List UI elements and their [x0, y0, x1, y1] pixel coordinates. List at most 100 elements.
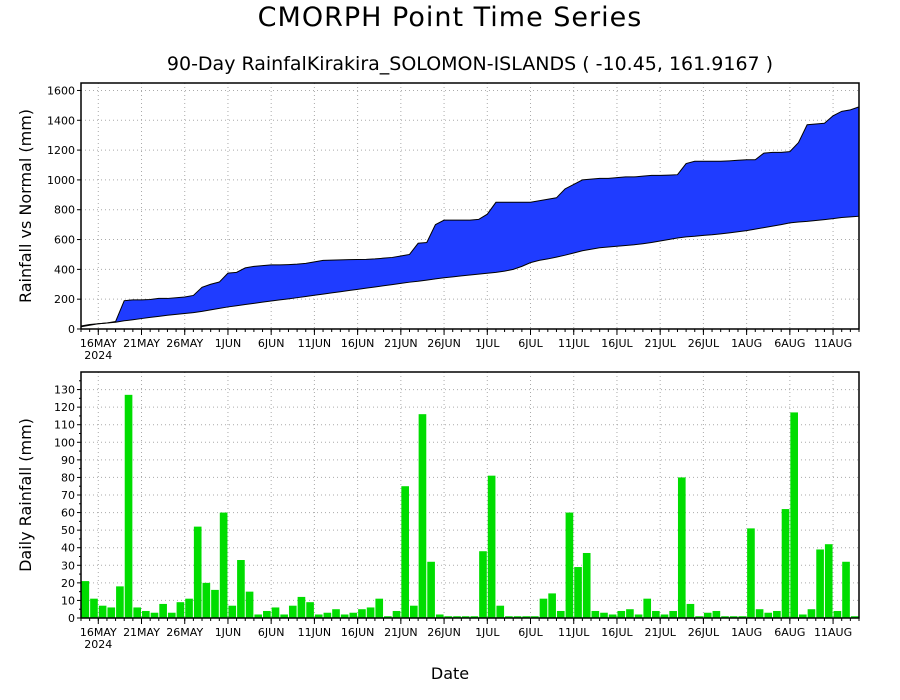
daily-rainfall-bar — [263, 610, 271, 618]
daily-rainfall-bar — [444, 616, 453, 618]
bottom-x-tick-label: 1JUL — [475, 626, 500, 639]
top-x-tick-label: 16JUL — [601, 337, 633, 350]
daily-rainfall-bar — [159, 603, 167, 618]
bottom-x-tick-label: 16JUL — [601, 626, 633, 639]
bottom-x-tick-label: 26JUN — [427, 626, 461, 639]
daily-rainfall-bar — [133, 607, 142, 618]
bottom-x-tick-label: 26JUL — [688, 626, 720, 639]
daily-rainfall-bar — [150, 612, 159, 618]
bottom-y-tick-label: 60 — [61, 507, 75, 520]
daily-rainfall-bar — [721, 616, 729, 618]
daily-rainfall-bar — [245, 591, 254, 618]
daily-rainfall-bar — [470, 616, 479, 618]
actual-cumulative-line — [80, 106, 860, 327]
daily-rainfall-bar — [539, 598, 548, 618]
top-y-tick-label: 400 — [54, 263, 75, 276]
top-x-tick-label: 26JUN — [427, 337, 461, 350]
daily-rainfall-bar — [703, 612, 712, 618]
daily-rainfall-bar — [124, 394, 133, 618]
daily-rainfall-bar — [314, 614, 323, 618]
daily-rainfall-bar — [116, 586, 124, 618]
daily-rainfall-bar — [591, 610, 600, 618]
daily-rainfall-bar — [271, 607, 280, 618]
daily-rainfall-bar — [833, 610, 842, 618]
daily-rainfall-bar — [435, 614, 444, 618]
bottom-x-tick-label: 26MAY — [166, 626, 203, 639]
bottom-y-tick-label: 20 — [61, 577, 75, 590]
daily-rainfall-bar — [237, 560, 245, 618]
bottom-y-tick-label: 10 — [61, 594, 75, 607]
daily-rainfall-bar — [850, 616, 859, 618]
daily-rainfall-bar — [211, 589, 219, 618]
daily-rainfall-bar — [842, 561, 850, 618]
daily-rainfall-bar — [193, 526, 202, 618]
daily-rainfall-bar — [375, 598, 384, 618]
daily-rainfall-bar — [366, 607, 375, 618]
daily-rainfall-bar — [816, 549, 824, 618]
daily-rainfall-bar — [487, 475, 496, 618]
bottom-y-tick-label: 70 — [61, 489, 75, 502]
bottom-y-tick-label: 30 — [61, 559, 75, 572]
bottom-x-tick-label: 11JUL — [558, 626, 590, 639]
daily-rainfall-bar — [600, 612, 608, 618]
daily-rainfall-bar — [81, 581, 90, 618]
bottom-year-label: 2024 — [84, 638, 112, 651]
daily-rainfall-bar — [807, 609, 816, 618]
bottom-y-tick-label: 100 — [54, 436, 75, 449]
daily-rainfall-bar — [461, 616, 470, 618]
daily-rainfall-bar — [358, 609, 366, 618]
daily-rainfall-bar — [556, 610, 565, 618]
daily-rainfall-bar — [764, 612, 773, 618]
bottom-y-tick-label: 120 — [54, 401, 75, 414]
daily-rainfall-bar — [332, 609, 340, 618]
daily-rainfall-bar — [479, 551, 487, 618]
daily-rainfall-bar — [254, 614, 263, 618]
daily-rainfall-bar — [548, 593, 556, 618]
top-x-tick-label: 16JUN — [341, 337, 375, 350]
daily-rainfall-bar — [306, 602, 314, 618]
daily-rainfall-bar — [409, 605, 418, 618]
daily-rainfall-bar — [695, 616, 703, 618]
daily-rainfall-bar — [167, 612, 176, 618]
bottom-x-tick-label: 6JUL — [518, 626, 543, 639]
daily-rainfall-bar — [686, 603, 695, 618]
top-x-tick-label: 6AUG — [774, 337, 805, 350]
bottom-x-tick-label: 21MAY — [123, 626, 160, 639]
top-x-tick-label: 6JUN — [258, 337, 285, 350]
daily-rainfall-bar — [384, 616, 392, 618]
normal-cumulative-line — [80, 215, 860, 328]
top-x-tick-label: 26JUL — [688, 337, 720, 350]
daily-rainfall-bar — [522, 616, 531, 618]
bottom-x-tick-label: 16MAY — [80, 626, 117, 639]
daily-rainfall-bar — [824, 544, 833, 618]
daily-rainfall-bar — [228, 605, 237, 618]
daily-rainfall-bar — [773, 610, 781, 618]
bottom-x-tick-label: 11JUN — [298, 626, 332, 639]
daily-rainfall-bar — [738, 616, 747, 618]
bottom-x-tick-label: 21JUL — [644, 626, 676, 639]
bottom-x-tick-label: 21JUN — [384, 626, 418, 639]
top-x-tick-label: 11AUG — [814, 337, 852, 350]
daily-rainfall-bar — [280, 614, 288, 618]
daily-rainfall-bar — [781, 509, 790, 618]
daily-rainfall-bar — [712, 610, 721, 618]
daily-rainfall-bar — [574, 567, 582, 618]
top-x-tick-label: 21JUN — [384, 337, 418, 350]
daily-rainfall-bar — [798, 614, 807, 618]
bottom-y-axis-title: Daily Rainfall (mm) — [16, 418, 35, 572]
daily-rainfall-bar — [565, 512, 574, 618]
daily-rainfall-bar — [453, 616, 461, 618]
top-x-tick-label: 6JUL — [518, 337, 543, 350]
daily-rainfall-bar — [176, 602, 185, 618]
daily-rainfall-bar — [323, 612, 332, 618]
daily-rainfall-bar — [643, 598, 652, 618]
top-y-tick-label: 0 — [68, 323, 75, 336]
bottom-y-tick-label: 130 — [54, 384, 75, 397]
daily-rainfall-bar — [107, 607, 116, 618]
bottom-x-tick-label: 6AUG — [774, 626, 805, 639]
daily-rainfall-bar — [288, 605, 297, 618]
x-axis-title: Date — [430, 664, 470, 683]
bottom-x-tick-label: 11AUG — [814, 626, 852, 639]
top-y-tick-label: 200 — [54, 293, 75, 306]
